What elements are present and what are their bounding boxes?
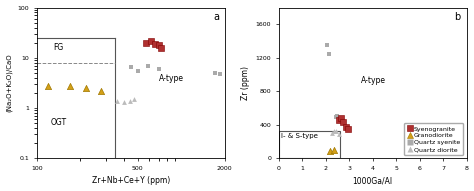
Point [113,99,121,102]
Point [335,118,342,121]
Point [126,99,134,102]
Point [147,39,155,42]
Point [342,126,349,129]
Point [151,42,159,45]
Point [337,117,345,120]
Point [82,87,90,90]
Point [120,101,128,104]
Point [145,65,152,68]
Text: FG: FG [54,43,64,53]
Point [344,127,352,130]
Point [330,129,337,132]
Point [327,150,334,153]
Point [323,44,330,47]
X-axis label: Zr+Nb+Ce+Y (ppm): Zr+Nb+Ce+Y (ppm) [91,176,170,185]
Y-axis label: (Na₂O+K₂O)/CaO: (Na₂O+K₂O)/CaO [6,54,12,112]
Point [335,132,342,135]
Text: b: b [455,12,461,22]
Bar [279,131,340,158]
Text: a: a [213,12,219,22]
Text: OGT: OGT [51,118,67,127]
Point [155,43,163,46]
Point [332,116,340,119]
Point [157,46,164,49]
Point [66,84,74,87]
Point [211,71,219,74]
Point [45,84,52,87]
Point [332,130,340,133]
Legend: Syenogranite, Granodiorite, Quartz syenite, Quartz diorite: Syenogranite, Granodiorite, Quartz syeni… [404,123,464,155]
Point [330,148,337,151]
Point [142,41,150,44]
Y-axis label: Zr (ppm): Zr (ppm) [241,66,250,100]
Point [98,89,105,92]
Point [134,69,142,72]
Point [339,121,347,124]
Point [128,66,135,69]
Point [216,72,224,75]
Text: A-type: A-type [159,74,184,83]
Point [155,67,163,70]
Text: A-type: A-type [361,76,386,85]
Point [328,132,335,135]
Point [130,98,138,101]
Point [334,114,341,117]
Point [325,53,333,56]
X-axis label: 1000Ga/Al: 1000Ga/Al [353,176,392,185]
Text: I- & S-type: I- & S-type [281,133,318,139]
